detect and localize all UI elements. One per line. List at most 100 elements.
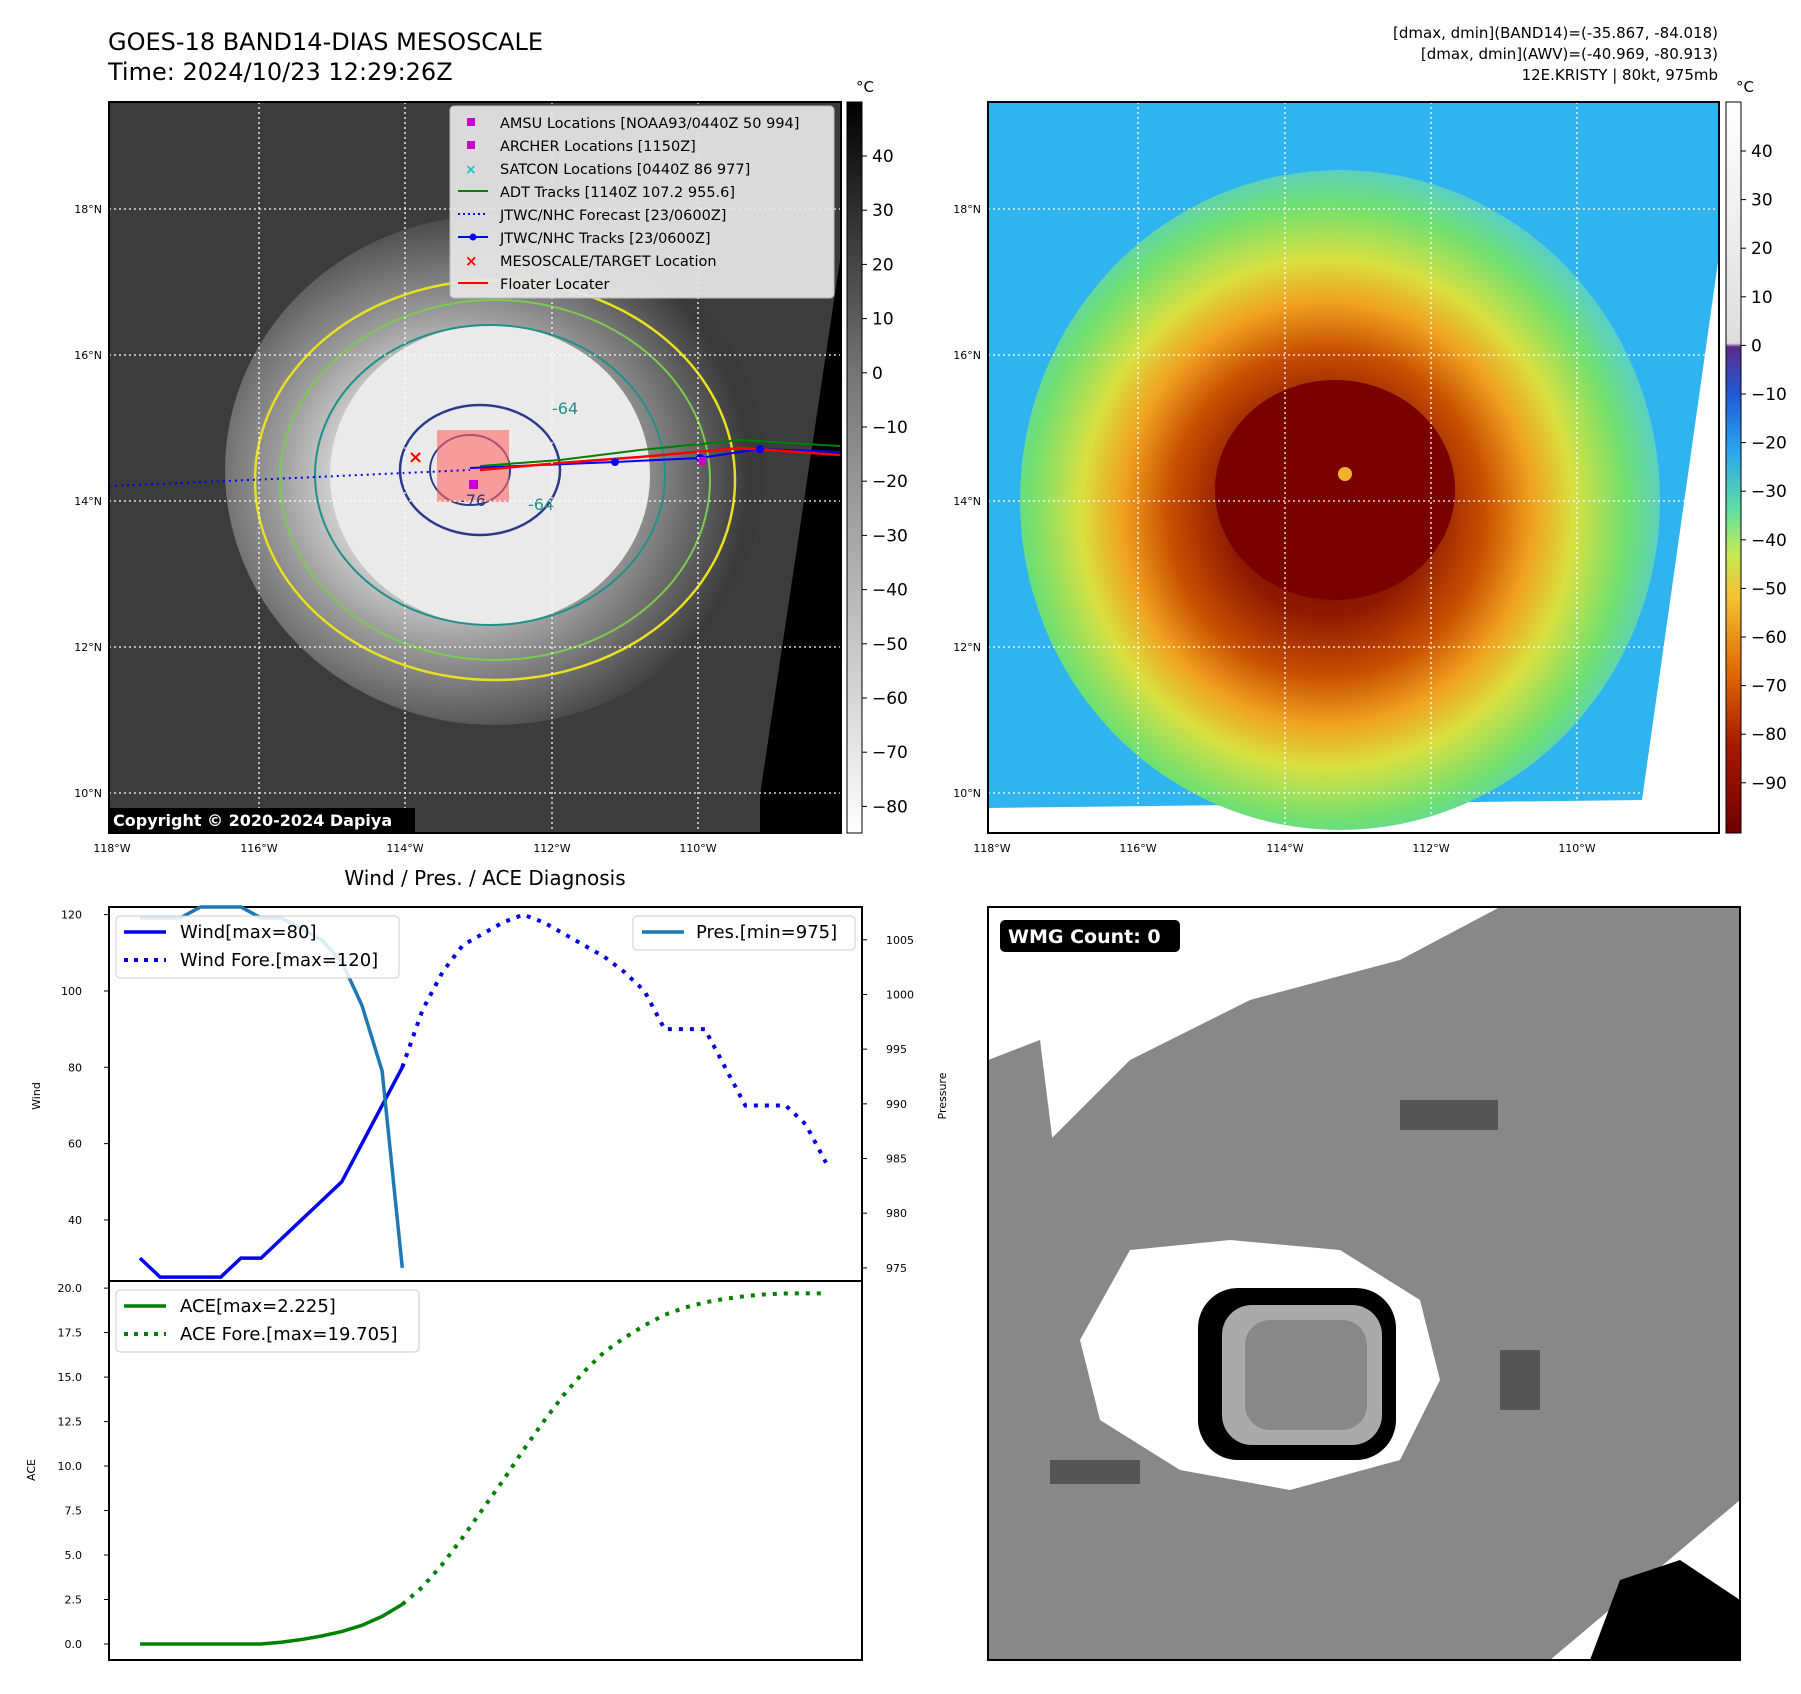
- colorbar-tick-label: −10: [1751, 385, 1787, 405]
- ace-panel: ACE 0.0 2.5 5.0 7.5 10.0 12.5 15.0 17.5 20.0 ACE…: [25, 1280, 863, 1661]
- pressure-ytick-label: 995: [886, 1043, 907, 1056]
- colorbar-tick-label: −50: [872, 635, 908, 655]
- pressure-ytick-label: 1000: [886, 988, 914, 1001]
- legend-target-symbol: ×: [465, 252, 478, 270]
- info-band14: [dmax, dmin](BAND14)=(-35.867, -84.018): [1393, 24, 1718, 42]
- wmg-count-box: [1000, 920, 1180, 952]
- wmg-panel: WMG Count: 0: [987, 906, 1741, 1661]
- copyright-text: Copyright © 2020-2024 Dapiya: [113, 811, 392, 830]
- left-map-frame: [108, 101, 842, 834]
- target-marker: ×: [408, 447, 423, 468]
- right-lon-label-110: 110°W: [1558, 842, 1595, 855]
- colorbar-tick-label: 30: [1751, 191, 1773, 211]
- legend-target: MESOSCALE/TARGET Location: [500, 254, 717, 270]
- legend-jtwc: JTWC/NHC Tracks [23/0600Z]: [499, 231, 711, 247]
- colorbar-tick-label: 30: [872, 201, 894, 221]
- left-lon-label-116: 116°W: [240, 842, 277, 855]
- wind-ytick-label: 40: [68, 1214, 82, 1227]
- colorbar-tick-label: 20: [872, 255, 894, 275]
- right-lat-label-18: 18°N: [953, 203, 981, 216]
- contour-label-2: -76: [460, 491, 486, 510]
- legend-adt: ADT Tracks [1140Z 107.2 955.6]: [500, 185, 735, 201]
- right-map-frame: [987, 101, 1720, 834]
- left-map-nodata: [760, 102, 840, 833]
- colorbar-tick-label: −40: [1751, 531, 1787, 551]
- wind-fore-legend-label: Wind Fore.[max=120]: [180, 950, 378, 971]
- right-lat-label-12: 12°N: [953, 641, 981, 654]
- right-colorbar: [1725, 101, 1742, 834]
- colorbar-tick-label: −40: [872, 581, 908, 601]
- colorbar-tick-label: −20: [1751, 434, 1787, 454]
- colorbar-tick-label: −80: [872, 797, 908, 817]
- wmg-dark-patch-1: [1400, 1100, 1498, 1130]
- pressure-ytick-label: 980: [886, 1207, 907, 1220]
- wind-line: [138, 1066, 404, 1279]
- colorbar-tick-label: −30: [872, 526, 908, 546]
- ace-ytick-label: 12.5: [58, 1416, 83, 1429]
- legend-jtwc-dot: [469, 233, 477, 241]
- left-lat-label-16: 16°N: [74, 349, 102, 362]
- wind-ytick-label: 80: [68, 1061, 82, 1074]
- left-lon-label-112: 112°W: [533, 842, 570, 855]
- right-lon-label-114: 114°W: [1266, 842, 1303, 855]
- colorbar-tick-label: 20: [1751, 239, 1773, 259]
- info-storm: 12E.KRISTY | 80kt, 975mb: [1522, 66, 1718, 84]
- forecast-track: [108, 469, 471, 487]
- ace-yticks: 0.0 2.5 5.0 7.5 10.0 12.5 15.0 17.5 20.0: [58, 1282, 109, 1651]
- contour-navy: [398, 403, 562, 537]
- left-lat-label-14: 14°N: [74, 495, 102, 508]
- wmg-white-region-top: [988, 907, 1500, 1220]
- legend-archer-symbol: [467, 141, 475, 149]
- copyright-box: [110, 808, 415, 832]
- colorbar-tick-label: −20: [872, 472, 908, 492]
- right-map-core: [1215, 380, 1455, 600]
- pressure-legend: Pres.[min=975]: [632, 915, 856, 951]
- ace-ytick-label: 5.0: [65, 1549, 83, 1562]
- amsu-marker: [469, 480, 478, 489]
- wmg-dark-patch-3: [1500, 1350, 1540, 1410]
- jtwc-point-1: [611, 458, 619, 466]
- wind-axis-label: Wind: [30, 1082, 43, 1110]
- legend-archer: ARCHER Locations [1150Z]: [500, 139, 696, 155]
- right-colorbar-unit: °C: [1736, 78, 1754, 96]
- right-lon-label-112: 112°W: [1412, 842, 1449, 855]
- right-lon-label-118: 118°W: [973, 842, 1010, 855]
- wmg-eye: [1245, 1320, 1367, 1430]
- ace-axis-label: ACE: [25, 1459, 38, 1481]
- colorbar-tick-label: −30: [1751, 482, 1787, 502]
- wind-ytick-label: 100: [61, 985, 82, 998]
- adt-track: [479, 438, 841, 467]
- right-map-grid: [988, 102, 1719, 833]
- wind-legend: Wind[max=80] Wind Fore.[max=120]: [115, 915, 400, 979]
- legend-amsu-symbol: [467, 118, 475, 126]
- pressure-axis-label: Pressure: [936, 1072, 949, 1119]
- right-lat-label-10: 10°N: [953, 787, 981, 800]
- floater-track: [479, 446, 841, 472]
- left-lat-label-12: 12°N: [74, 641, 102, 654]
- wmg-black-corner: [1590, 1560, 1740, 1660]
- ace-fore-legend-label: ACE Fore.[max=19.705]: [180, 1324, 398, 1345]
- ace-ytick-label: 20.0: [58, 1282, 83, 1295]
- legend-amsu: AMSU Locations [NOAA93/0440Z 50 994]: [500, 116, 799, 132]
- pressure-yticks: 975 980 985 990 995 1000 1005: [862, 934, 914, 1275]
- ace-legend-label: ACE[max=2.225]: [180, 1296, 336, 1317]
- left-lon-label-110: 110°W: [679, 842, 716, 855]
- wind-yticks: 40 60 80 100 120: [61, 909, 109, 1227]
- wmg-count-label: WMG Count: 0: [1008, 926, 1161, 948]
- ace-lines: [140, 1291, 826, 1646]
- left-colorbar-ticks: 40 30 20 10 0 −10 −20 −30 −40 −50 −60 −70 −80: [862, 147, 908, 817]
- pressure-ytick-label: 985: [886, 1153, 907, 1166]
- colorbar-tick-label: −80: [1751, 725, 1787, 745]
- pressure-ytick-label: 1005: [886, 934, 914, 947]
- jtwc-point-3: [756, 445, 764, 453]
- colorbar-tick-label: 40: [872, 147, 894, 167]
- ace-ytick-label: 17.5: [58, 1327, 83, 1340]
- ace-ytick-label: 15.0: [58, 1371, 83, 1384]
- left-map-panel: -64 -76 -64 × AMSU Locations [NOAA93/044…: [74, 78, 908, 855]
- colorbar-tick-label: 10: [1751, 288, 1773, 308]
- pressure-ytick-label: 990: [886, 1098, 907, 1111]
- colorbar-tick-label: 0: [872, 364, 883, 384]
- contour-label-1: -64: [552, 399, 578, 418]
